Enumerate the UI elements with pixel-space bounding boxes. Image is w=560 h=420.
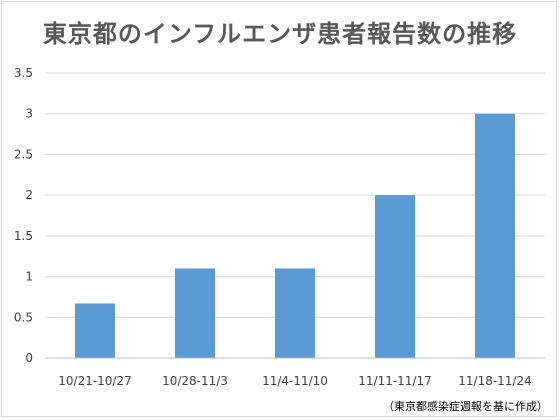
- bar: [75, 303, 115, 358]
- bar: [475, 113, 515, 358]
- y-tick-label: 1: [25, 270, 33, 284]
- x-axis-ticks: 10/21-10/27 10/28-11/3 11/4-11/10 11/11-11/…: [58, 374, 532, 388]
- y-tick-label: 3: [25, 107, 33, 121]
- gridlines: [45, 72, 545, 318]
- source-note: （東京都感染症週報を基に作成）: [383, 400, 548, 413]
- x-tick-label: 11/11-11/17: [358, 374, 432, 388]
- x-tick-label: 11/4-11/10: [262, 374, 328, 388]
- y-tick-label: 3.5: [14, 66, 33, 80]
- x-tick-label: 10/28-11/3: [162, 374, 228, 388]
- y-tick-label: 0.5: [14, 310, 33, 324]
- y-tick-label: 0: [25, 351, 33, 365]
- y-tick-label: 2.5: [14, 147, 33, 161]
- x-tick-label: 11/18-11/24: [458, 374, 532, 388]
- bar: [175, 268, 215, 358]
- y-tick-label: 2: [25, 188, 33, 202]
- chart-title: 東京都のインフルエンザ患者報告数の推移: [42, 20, 518, 48]
- bars: [75, 113, 515, 358]
- bar: [275, 268, 315, 358]
- y-tick-label: 1.5: [14, 229, 33, 243]
- bar: [375, 195, 415, 358]
- x-tick-label: 10/21-10/27: [58, 374, 132, 388]
- y-axis-ticks: 0 0.5 1 1.5 2 2.5 3 3.5: [14, 66, 33, 365]
